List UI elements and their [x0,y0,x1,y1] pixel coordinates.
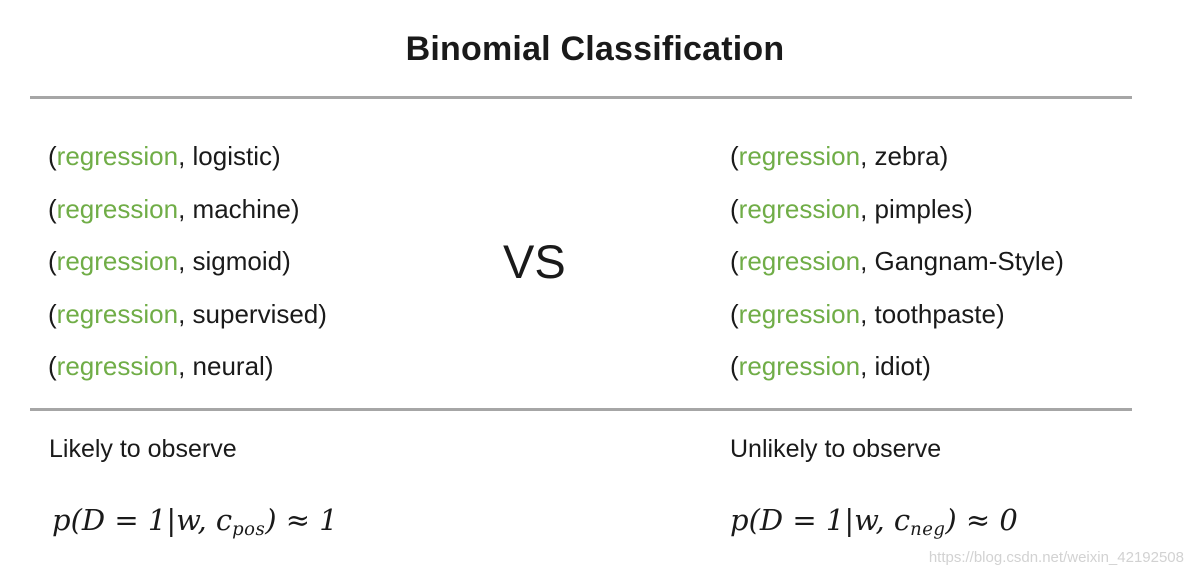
list-item: (regression, machine) [48,183,327,236]
list-item: (regression, toothpaste) [730,288,1064,341]
vs-label: VS [503,235,566,288]
paren-close: ) [290,193,300,224]
pair-comma: , [860,246,875,276]
list-item: (regression, idiot) [730,340,1064,393]
paren-close: ) [318,298,327,329]
paren-close: ) [964,193,973,224]
formula-subscript: neg [910,519,946,541]
pair-first: regression [56,246,179,276]
pair-first: regression [738,193,861,224]
pair-first: regression [56,141,179,171]
list-item: (regression, pimples) [730,183,1064,236]
pair-comma: , [178,298,193,329]
paren-close: ) [995,298,1005,329]
divider-top [30,96,1132,99]
pair-first: regression [738,351,861,381]
formula-suffix: ) ≈ 0 [945,503,1018,537]
paren-open: ( [48,193,57,224]
pair-comma: , [178,351,193,381]
unlikely-formula: p(D = 1|w, cneg) ≈ 0 [730,498,1018,552]
paren-close: ) [939,141,949,171]
paren-open: ( [730,141,739,171]
paren-open: ( [730,298,739,329]
pair-comma: , [860,351,875,381]
list-item: (regression, supervised) [48,288,327,341]
pair-second: sigmoid [192,246,283,276]
paren-close: ) [272,141,281,171]
pair-second: machine [192,193,291,224]
pair-second: Gangnam-Style [874,246,1056,276]
pair-second: supervised [192,298,319,329]
paren-open: ( [48,246,57,276]
pair-first: regression [738,246,861,276]
pair-first: regression [56,298,179,329]
list-item: (regression, logistic) [48,130,327,183]
list-item: (regression, zebra) [730,130,1064,183]
likely-formula: p(D = 1|w, cpos) ≈ 1 [52,498,338,552]
pair-comma: , [860,193,875,224]
list-item: (regression, sigmoid) [48,235,327,288]
pair-first: regression [738,141,861,171]
paren-open: ( [48,351,57,381]
paren-open: ( [48,141,57,171]
likely-pairs-list: (regression, logistic) (regression, mach… [48,130,327,393]
paren-open: ( [48,298,57,329]
page-title: Binomial Classification [405,30,785,68]
pair-comma: , [178,246,193,276]
pair-comma: , [178,193,193,224]
pair-first: regression [56,193,179,224]
formula-subscript: pos [232,519,266,541]
formula-prefix: p(D = 1|w, c [52,503,233,537]
pair-second: toothpaste [874,298,996,329]
formula-suffix: ) ≈ 1 [265,503,338,537]
pair-second: zebra [874,141,940,171]
paren-close: ) [264,351,274,381]
pair-second: neural [192,351,265,381]
paren-close: ) [282,246,291,276]
paren-close: ) [1055,246,1064,276]
pair-second: pimples [874,193,965,224]
paren-open: ( [730,351,739,381]
list-item: (regression, Gangnam-Style) [730,235,1064,288]
paren-open: ( [730,193,739,224]
pair-comma: , [178,141,193,171]
pair-first: regression [56,351,179,381]
paren-close: ) [922,351,931,381]
likely-caption: Likely to observe [49,435,237,463]
formula-prefix: p(D = 1|w, c [730,503,911,537]
unlikely-pairs-list: (regression, zebra) (regression, pimples… [730,130,1064,393]
divider-bottom [30,408,1132,411]
list-item: (regression, neural) [48,340,327,393]
pair-second: logistic [192,141,273,171]
pair-first: regression [738,298,861,329]
watermark-url: https://blog.csdn.net/weixin_42192508 [928,549,1184,566]
pair-comma: , [860,298,875,329]
pair-comma: , [860,141,875,171]
pair-second: idiot [874,351,923,381]
paren-open: ( [730,246,739,276]
unlikely-caption: Unlikely to observe [730,435,942,463]
